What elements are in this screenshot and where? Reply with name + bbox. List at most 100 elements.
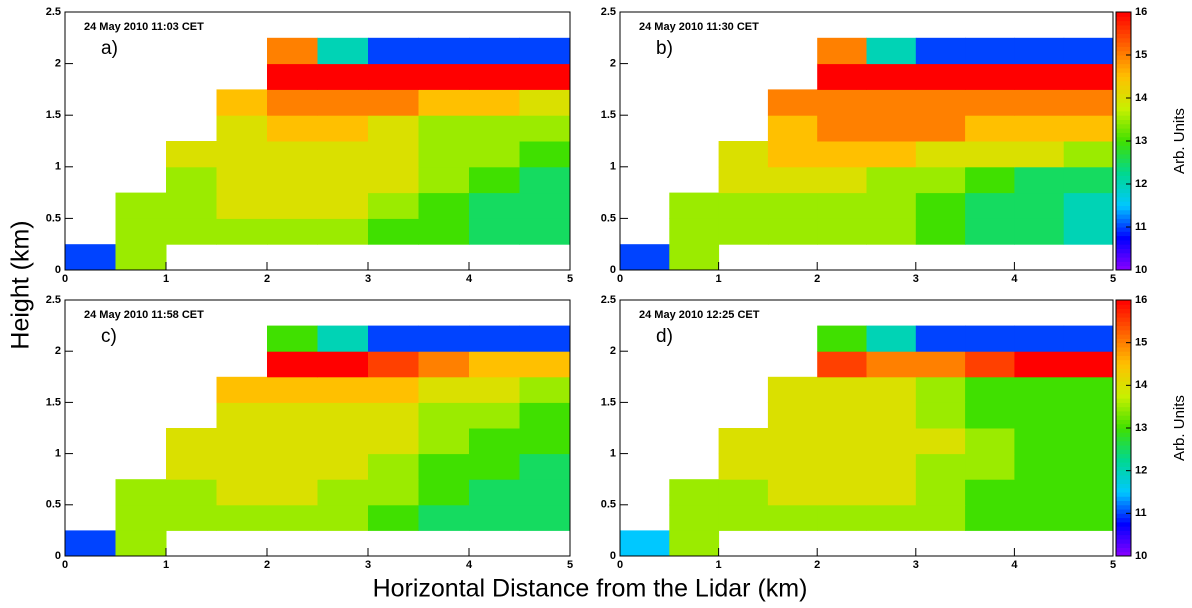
heatmap-cell	[418, 428, 470, 455]
heatmap-cell	[1014, 479, 1065, 506]
colorbar-segment	[1116, 389, 1131, 395]
heatmap-cell	[1014, 89, 1065, 116]
heatmap-cell	[368, 218, 419, 245]
heatmap-cell	[1014, 218, 1065, 245]
heatmap-cell	[519, 37, 571, 65]
heatmap-cell	[866, 192, 917, 219]
y-tick-label: 0.5	[46, 499, 61, 511]
colorbar-segment	[1116, 406, 1131, 412]
heatmap-cell	[1063, 453, 1114, 480]
colorbar-segment	[1116, 196, 1131, 202]
colorbar-segment	[1116, 487, 1131, 493]
heatmap-cell	[1063, 428, 1114, 455]
heatmap-cell	[1063, 166, 1114, 194]
heatmap-cell	[166, 428, 217, 455]
heatmap-cell	[166, 218, 217, 245]
panel-title: 24 May 2010 11:03 CET	[84, 21, 204, 33]
heatmap-cell	[817, 453, 867, 480]
y-tick-label: 1.5	[46, 109, 61, 121]
heatmap-cell	[1063, 479, 1114, 506]
colorbar-segment	[1116, 342, 1131, 348]
plot-frame	[619, 299, 1114, 557]
heatmap-cell	[1014, 141, 1065, 168]
colorbar-segment	[1116, 119, 1131, 125]
heatmap-cell	[866, 141, 917, 168]
colorbar-segment	[1116, 20, 1131, 26]
heatmap-cell	[216, 115, 268, 142]
colorbar-segment	[1116, 385, 1131, 391]
heatmap-cell	[418, 115, 470, 142]
colorbar-segment	[1116, 509, 1131, 514]
heatmap-cell	[965, 504, 1015, 531]
heatmap-cell	[469, 115, 520, 142]
heatmap-cell	[317, 351, 369, 378]
heatmap-cell	[1014, 453, 1065, 480]
plot-frame	[64, 299, 571, 557]
x-tick-label: 1	[716, 273, 722, 285]
x-tick-label: 0	[617, 559, 623, 571]
heatmap-cell	[1063, 89, 1114, 116]
colorbar-segment	[1116, 453, 1131, 459]
heatmap-cell	[519, 351, 571, 378]
colorbar-segment	[1116, 470, 1131, 476]
heatmap-cell	[216, 89, 268, 116]
heatmap-cell	[115, 244, 167, 271]
heatmap-cell	[866, 89, 917, 116]
heatmap-cell	[1014, 63, 1065, 90]
colorbar-segment	[1116, 188, 1131, 194]
heatmap-cell	[817, 115, 867, 142]
y-tick-label: 2	[55, 58, 61, 70]
panel-annotation: d)	[656, 326, 673, 347]
colorbar-segment	[1116, 123, 1131, 129]
heatmap-cell	[866, 325, 917, 352]
heatmap-cell	[1063, 63, 1114, 90]
heatmap-cell	[469, 37, 520, 65]
colorbar-segment	[1116, 141, 1131, 146]
heatmap-cell	[718, 141, 769, 168]
colorbar-segment	[1116, 110, 1131, 116]
heatmap-cell	[267, 192, 318, 219]
colorbar-segment	[1116, 346, 1131, 352]
colorbar-segment	[1116, 325, 1131, 331]
colorbar-segment	[1116, 261, 1131, 267]
x-tick-label: 0	[62, 559, 68, 571]
heatmap-cell	[965, 89, 1015, 116]
heatmap-cell	[317, 192, 369, 219]
heatmap-cell	[1063, 351, 1114, 378]
x-tick-label: 1	[716, 559, 722, 571]
colorbar-segment	[1116, 37, 1131, 43]
heatmap-cell	[216, 479, 268, 506]
heatmap-cell	[519, 428, 571, 455]
heatmap-cell	[267, 376, 318, 403]
heatmap-cell	[767, 141, 818, 168]
heatmap-cell	[267, 479, 318, 506]
y-tick-label: 2	[610, 58, 616, 70]
y-tick-label: 1	[55, 448, 61, 460]
colorbar-segment	[1116, 214, 1131, 219]
heatmap-cell	[65, 244, 116, 271]
heatmap-cell	[267, 504, 318, 531]
x-tick-label: 0	[62, 273, 68, 285]
colorbar-segment	[1116, 265, 1131, 271]
heatmap-cell	[216, 376, 268, 403]
colorbar-segment	[1116, 218, 1131, 224]
colorbar-tick-label: 14	[1135, 379, 1148, 391]
heatmap-cell	[669, 244, 720, 271]
heatmap-cell	[965, 402, 1015, 429]
heatmap-cell	[418, 192, 470, 219]
y-tick-label: 1	[610, 161, 616, 173]
y-tick-label: 1.5	[46, 396, 61, 408]
heatmap-cell	[519, 141, 571, 168]
heatmap-cell	[965, 428, 1015, 455]
plot-frame	[64, 11, 571, 271]
heatmap-cell	[1063, 192, 1114, 219]
colorbar-segment	[1116, 423, 1131, 429]
x-tick-label: 5	[567, 559, 573, 571]
heatmap-cell	[669, 479, 720, 506]
colorbar-tick-label: 12	[1135, 178, 1147, 190]
colorbar-segment	[1116, 201, 1131, 206]
heatmap-cell	[166, 479, 217, 506]
heatmap-cell	[866, 402, 917, 429]
heatmap-cell	[866, 428, 917, 455]
